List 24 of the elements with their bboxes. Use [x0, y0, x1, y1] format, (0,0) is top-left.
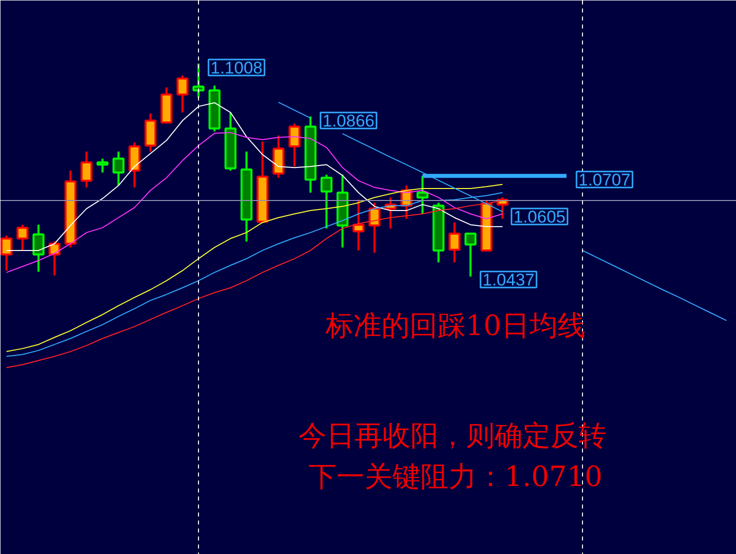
candlestick	[80, 150, 92, 188]
annotation: 今日再收阳，则确定反转	[298, 419, 606, 452]
candlestick	[16, 224, 28, 252]
candlestick	[368, 202, 380, 254]
candlestick	[352, 198, 364, 252]
candlestick	[416, 174, 428, 215]
candlestick	[96, 158, 108, 174]
annotation: 1.0866	[322, 112, 374, 130]
candlestick	[192, 62, 204, 98]
annotation: 1.0437	[482, 270, 534, 290]
annotation: 1.0605	[514, 208, 566, 226]
candlestick	[288, 122, 300, 168]
annotation: 1.0707	[578, 170, 630, 190]
candlestick	[320, 174, 332, 230]
candlestick	[448, 221, 460, 264]
candlestick	[464, 232, 476, 278]
annotation: 标准的回踩10日均线	[324, 309, 586, 342]
candlestick	[48, 240, 60, 276]
candlestick	[112, 150, 124, 187]
annotation: 下一关键阻力：1.0710	[308, 460, 602, 493]
annotation: 1.1008	[210, 58, 262, 78]
candlestick	[32, 224, 44, 273]
candlestick	[176, 74, 188, 114]
candlestick	[0, 234, 12, 272]
